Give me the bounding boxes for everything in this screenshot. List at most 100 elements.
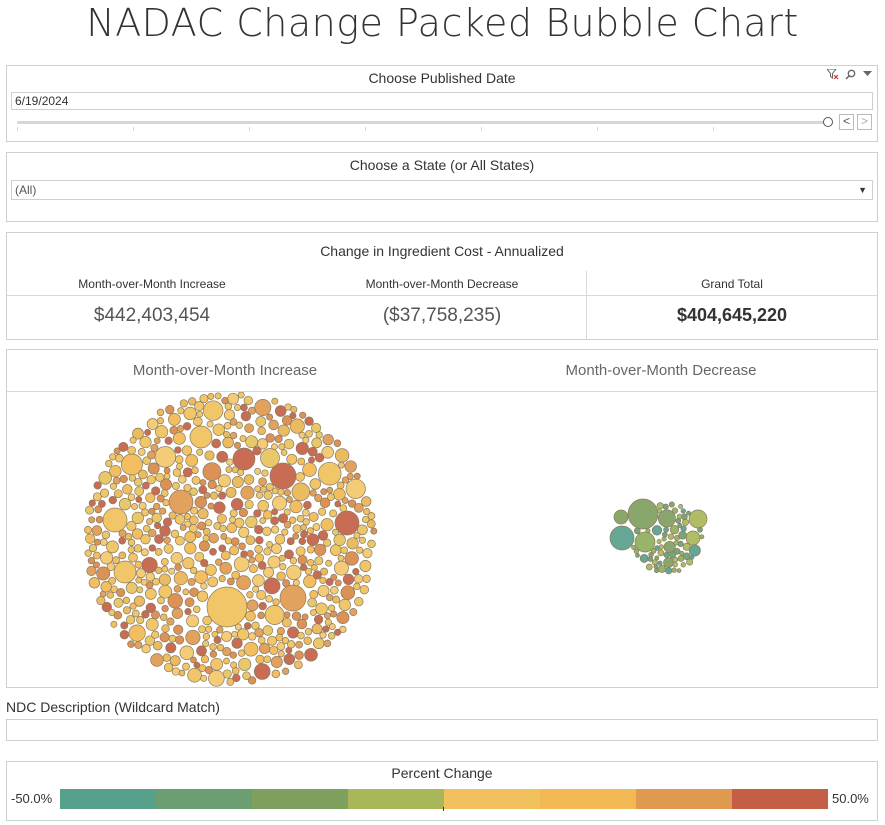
bubble[interactable] [327,493,335,501]
bubble[interactable] [356,546,364,554]
bubble[interactable] [112,556,120,564]
bubble[interactable] [191,466,199,474]
bubble[interactable] [294,660,303,670]
bubble[interactable] [334,628,342,636]
bubble[interactable] [253,509,262,518]
bubble[interactable] [220,550,231,561]
bubble[interactable] [304,416,314,426]
bubble[interactable] [140,548,149,557]
bubble[interactable] [289,500,303,514]
bubble[interactable] [168,634,177,643]
bubble[interactable] [196,645,207,657]
bubble[interactable] [657,508,662,514]
bubble[interactable] [131,609,140,618]
bubble[interactable] [352,568,360,576]
bubble[interactable] [173,571,188,586]
bubble[interactable] [281,637,290,645]
bubble[interactable] [353,532,361,540]
bubble[interactable] [174,455,184,464]
bubble[interactable] [189,425,213,449]
bubble[interactable] [681,518,690,526]
bubble[interactable] [182,422,192,431]
bubble[interactable] [312,570,322,580]
bubble[interactable] [208,532,219,544]
bubble[interactable] [218,575,226,583]
bubble[interactable] [268,419,279,431]
bubble[interactable] [324,618,332,626]
bubble[interactable] [657,560,663,566]
bubble[interactable] [661,536,667,542]
bubble[interactable] [219,524,227,533]
bubble[interactable] [309,489,317,497]
bubble[interactable] [172,431,186,445]
bubble[interactable] [300,563,308,572]
bubble[interactable] [127,538,136,547]
bubble[interactable] [330,586,339,595]
bubble[interactable] [654,555,660,561]
bubble[interactable] [152,577,160,586]
bubble[interactable] [272,495,287,511]
bubble[interactable] [286,537,295,546]
bubble[interactable] [278,554,286,562]
bubble[interactable] [85,533,96,544]
bubble[interactable] [251,621,260,630]
bubble[interactable] [145,602,156,614]
bubble[interactable] [320,488,328,496]
bubble[interactable] [198,625,207,634]
bubble[interactable] [102,507,128,533]
bubble[interactable] [225,466,233,474]
bubble[interactable] [98,471,112,485]
bubble[interactable] [686,558,694,566]
bubble[interactable] [86,565,97,576]
bubble[interactable] [214,392,222,400]
bubble[interactable] [248,632,257,641]
bubble[interactable] [627,498,659,530]
bubble[interactable] [654,545,660,551]
bubble[interactable] [257,561,267,570]
bubble[interactable] [127,546,135,554]
bubble[interactable] [159,507,167,515]
bubble[interactable] [323,612,331,620]
bubble[interactable] [191,476,201,485]
bubble[interactable] [198,540,210,552]
bubble[interactable] [292,579,300,587]
bubble[interactable] [209,643,217,651]
bubble[interactable] [92,492,102,502]
bubble[interactable] [156,408,165,417]
bubble[interactable] [295,441,309,455]
bubble[interactable] [101,530,111,540]
bubble[interactable] [686,510,692,516]
bubble[interactable] [276,641,286,651]
bubble[interactable] [322,625,330,633]
bubble[interactable] [313,614,324,625]
bubble[interactable] [323,538,332,547]
bubble[interactable] [346,473,354,480]
bubble[interactable] [204,450,215,461]
bubble[interactable] [367,539,376,549]
bubble[interactable] [245,435,258,449]
bubble[interactable] [194,496,207,509]
bubble[interactable] [109,482,117,490]
bubble[interactable] [260,485,267,493]
bubble[interactable] [329,544,342,556]
bubble[interactable] [231,630,238,638]
bubble[interactable] [168,489,194,515]
bubble[interactable] [270,516,279,526]
bubble[interactable] [178,669,186,677]
bubble[interactable] [203,400,224,421]
bubble[interactable] [665,567,673,575]
bubble[interactable] [122,484,133,495]
bubble[interactable] [237,468,245,477]
bubble[interactable] [147,462,160,475]
bubble[interactable] [197,508,209,520]
bubble[interactable] [109,464,122,478]
bubble[interactable] [246,550,254,558]
bubble[interactable] [174,514,186,525]
bubble[interactable] [326,593,334,602]
bubble[interactable] [306,533,320,546]
bubble[interactable] [237,392,245,399]
bubble[interactable] [128,474,137,482]
bubble[interactable] [134,560,143,569]
bubble[interactable] [332,595,341,604]
bubble[interactable] [168,511,177,520]
